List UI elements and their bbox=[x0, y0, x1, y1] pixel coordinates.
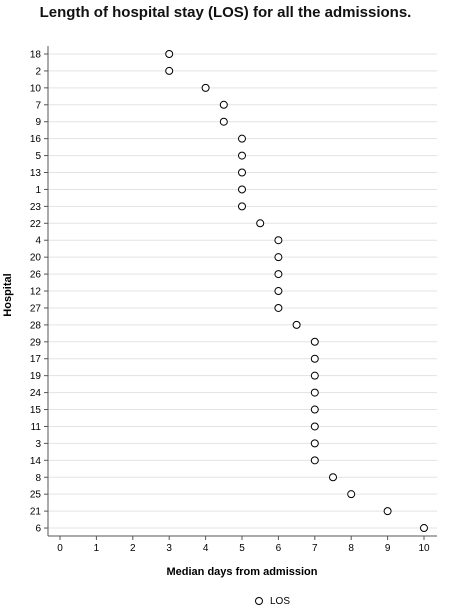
y-tick-labels: 18 2 10 7 9 16 5 13 1 23 22 4 20 26 12 27 28 29 17 19 24 15 11… bbox=[30, 50, 42, 535]
data-point bbox=[274, 253, 283, 262]
y-tick-label: 16 bbox=[30, 134, 42, 145]
data-point bbox=[165, 50, 174, 58]
x-axis-title: Median days from admission bbox=[167, 566, 318, 578]
data-point bbox=[238, 202, 246, 211]
data-point bbox=[310, 354, 319, 363]
data-point bbox=[310, 405, 319, 414]
y-tick-label: 21 bbox=[30, 507, 42, 518]
y-tick-label: 15 bbox=[30, 405, 42, 416]
data-point bbox=[256, 219, 265, 228]
x-tick-label: 10 bbox=[418, 543, 430, 554]
y-tick-label: 8 bbox=[35, 473, 41, 484]
y-tick-label: 4 bbox=[35, 236, 41, 247]
y-tick-label: 5 bbox=[35, 151, 41, 162]
data-point bbox=[238, 151, 246, 160]
y-tick-label: 23 bbox=[30, 202, 42, 213]
data-point bbox=[310, 439, 319, 448]
y-tick-label: 7 bbox=[35, 100, 41, 111]
data-point bbox=[238, 168, 246, 177]
grid-lines bbox=[44, 53, 437, 529]
x-tick-label: 6 bbox=[276, 543, 282, 554]
x-tick-label: 0 bbox=[57, 543, 63, 554]
y-tick-label: 3 bbox=[35, 439, 41, 450]
data-point bbox=[274, 287, 283, 296]
x-tick-label: 1 bbox=[94, 543, 100, 554]
x-tick-label: 2 bbox=[130, 543, 136, 554]
data-point bbox=[329, 473, 337, 482]
legend-marker-los bbox=[255, 597, 263, 605]
data-point bbox=[292, 320, 301, 329]
y-tick-label: 10 bbox=[30, 83, 42, 94]
data-points bbox=[165, 50, 428, 533]
y-tick-label: 12 bbox=[30, 287, 42, 298]
data-point bbox=[310, 422, 319, 431]
y-tick-label: 24 bbox=[30, 388, 42, 399]
legend: LOS bbox=[255, 596, 290, 607]
y-tick-label: 11 bbox=[31, 422, 42, 433]
x-tick-labels: 0 1 2 3 4 5 6 7 8 9 10 bbox=[57, 536, 430, 554]
y-tick-label: 20 bbox=[30, 253, 42, 264]
data-point bbox=[238, 185, 246, 194]
y-tick-label: 14 bbox=[30, 456, 42, 467]
data-point bbox=[274, 236, 283, 245]
y-tick-label: 22 bbox=[30, 219, 42, 230]
y-tick-label: 17 bbox=[30, 354, 42, 365]
y-tick-label: 18 bbox=[30, 50, 42, 61]
y-tick-label: 19 bbox=[30, 371, 42, 382]
data-point bbox=[219, 100, 228, 109]
x-tick-label: 8 bbox=[348, 543, 354, 554]
legend-label-los: LOS bbox=[270, 596, 290, 607]
data-point bbox=[310, 371, 319, 380]
data-point bbox=[347, 490, 356, 499]
x-tick-label: 7 bbox=[312, 543, 318, 554]
data-point bbox=[238, 134, 246, 143]
y-tick-label: 9 bbox=[35, 117, 41, 128]
data-point bbox=[165, 66, 174, 75]
y-axis-title: Hospital bbox=[2, 273, 14, 316]
data-point bbox=[310, 337, 319, 346]
data-point bbox=[274, 303, 283, 312]
data-point bbox=[310, 456, 319, 465]
data-point bbox=[219, 117, 228, 126]
y-tick-label: 28 bbox=[30, 320, 42, 331]
y-tick-label: 1 bbox=[35, 185, 41, 196]
data-point bbox=[420, 524, 428, 533]
y-tick-label: 27 bbox=[30, 303, 42, 314]
y-tick-label: 13 bbox=[30, 168, 42, 179]
x-tick-label: 5 bbox=[239, 543, 245, 554]
chart-title: Length of hospital stay (LOS) for all th… bbox=[39, 4, 412, 21]
x-tick-label: 9 bbox=[385, 543, 391, 554]
data-point bbox=[201, 83, 210, 92]
y-tick-label: 26 bbox=[30, 270, 42, 281]
data-point bbox=[274, 270, 283, 279]
x-tick-label: 4 bbox=[203, 543, 209, 554]
y-tick-label: 6 bbox=[35, 524, 41, 535]
y-tick-label: 25 bbox=[30, 490, 42, 501]
x-tick-label: 3 bbox=[166, 543, 172, 554]
data-point bbox=[310, 388, 319, 397]
y-tick-label: 29 bbox=[30, 337, 42, 348]
data-point bbox=[383, 507, 392, 516]
y-tick-label: 2 bbox=[35, 66, 41, 77]
